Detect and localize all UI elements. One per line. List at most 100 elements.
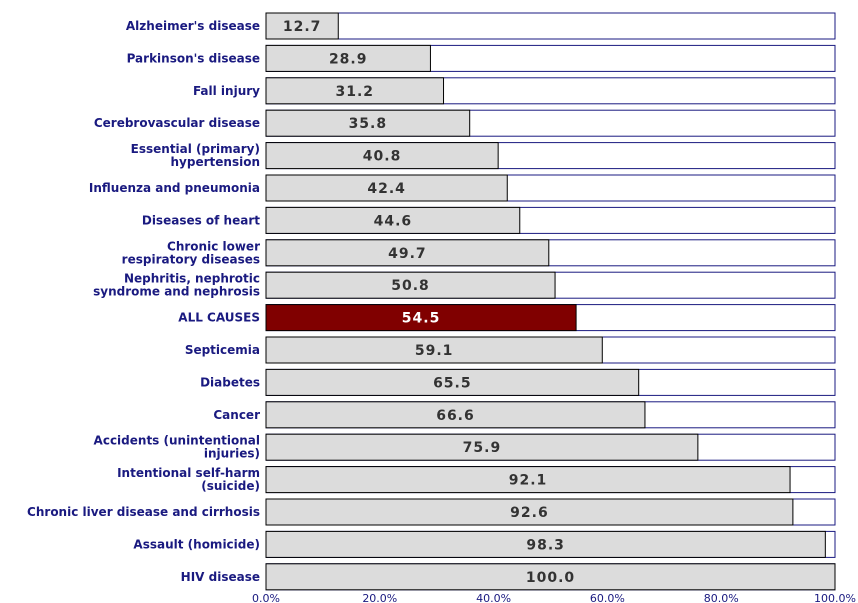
value-label: 50.8 [391, 278, 430, 294]
value-label: 28.9 [329, 51, 368, 67]
bar-row: 92.6 Chronic liver disease and cirrhosis [27, 498, 836, 526]
category-label-line: injuries) [204, 447, 260, 461]
bar [265, 142, 499, 170]
bar-row: 65.5 Diabetes [200, 368, 836, 396]
x-tick-label: 80.0% [704, 592, 739, 603]
category-label-line: respiratory diseases [122, 252, 260, 266]
category-label: Diseases of heart [142, 213, 260, 227]
value-label: 42.4 [367, 181, 406, 197]
bar-row: 44.6 Diseases of heart [142, 206, 836, 234]
bar [265, 12, 339, 40]
category-label-line: Nephritis, nephrotic [124, 272, 260, 286]
bar-row: 98.3 Assault (homicide) [133, 530, 836, 558]
bar [265, 44, 431, 72]
category-label: Alzheimer's disease [126, 19, 260, 33]
x-tick-label: 0.0% [252, 592, 280, 603]
category-label-line: Cancer [213, 408, 260, 422]
category-label-line: Parkinson's disease [127, 51, 260, 65]
category-label: HIV disease [181, 570, 260, 584]
value-label: 31.2 [335, 84, 374, 100]
bar-row: 92.1 Intentional self-harm (suicide) [117, 466, 836, 494]
bar-row: 66.6 Cancer [213, 401, 836, 429]
category-label-line: Septicemia [185, 343, 260, 357]
value-label: 12.7 [283, 19, 322, 35]
category-label-line: ALL CAUSES [178, 311, 260, 325]
category-label-line: HIV disease [181, 570, 260, 584]
x-tick-label: 100.0% [814, 592, 856, 603]
category-label: Diabetes [200, 375, 260, 389]
bar-row: 75.9 Accidents (unintentional injuries) [94, 433, 836, 461]
category-label: Cerebrovascular disease [94, 116, 260, 130]
category-label: Septicemia [185, 343, 260, 357]
value-label: 40.8 [363, 149, 402, 165]
category-label-line: Chronic lower [167, 239, 260, 253]
category-label-line: Accidents (unintentional [94, 434, 260, 448]
category-label-line: Cerebrovascular disease [94, 116, 260, 130]
bar-row: 100.0 HIV disease [181, 563, 836, 591]
x-tick-label: 20.0% [362, 592, 397, 603]
x-tick-label: 60.0% [590, 592, 625, 603]
category-label: Cancer [213, 408, 260, 422]
category-label-line: hypertension [171, 155, 260, 169]
category-label-line: Influenza and pneumonia [89, 181, 260, 195]
category-label: Nephritis, nephrotic syndrome and nephros… [93, 272, 260, 299]
bar-row: 59.1 Septicemia [185, 336, 836, 364]
value-label: 49.7 [388, 246, 427, 262]
bar-row: 49.7 Chronic lower respiratory diseases [122, 239, 836, 267]
bar-track [265, 12, 836, 40]
value-label: 66.6 [436, 408, 475, 424]
category-label-line: Assault (homicide) [133, 537, 260, 551]
category-label-line: Intentional self-harm [117, 466, 260, 480]
category-label-line: (suicide) [201, 479, 260, 493]
category-label: Assault (homicide) [133, 537, 260, 551]
category-label: Intentional self-harm (suicide) [117, 466, 260, 493]
bar-row: 35.8 Cerebrovascular disease [94, 109, 836, 137]
bar [265, 109, 471, 137]
bar-row: 31.2 Fall injury [193, 77, 836, 105]
category-label: ALL CAUSES [178, 311, 260, 325]
bar [265, 433, 699, 461]
bar [265, 466, 791, 494]
value-label: 44.6 [374, 213, 413, 229]
bar-highlight [265, 304, 577, 332]
category-label: Essential (primary) hypertension [131, 142, 260, 169]
bar [265, 239, 550, 267]
bar [265, 77, 445, 105]
category-label-line: syndrome and nephrosis [93, 285, 260, 299]
category-label-line: Fall injury [193, 84, 260, 98]
category-label: Influenza and pneumonia [89, 181, 260, 195]
category-label: Accidents (unintentional injuries) [94, 434, 260, 461]
bar [265, 206, 521, 234]
bar-row: 42.4 Influenza and pneumonia [89, 174, 836, 202]
value-label: 98.3 [526, 537, 565, 553]
bar [265, 530, 826, 558]
value-label: 100.0 [526, 570, 575, 586]
bar [265, 174, 508, 202]
value-label: 59.1 [415, 343, 454, 359]
bar [265, 563, 836, 591]
category-label: Fall injury [193, 84, 260, 98]
bar-row: 50.8 Nephritis, nephrotic syndrome and nep… [93, 271, 836, 299]
value-label: 54.5 [402, 311, 441, 327]
value-label: 92.6 [510, 505, 549, 521]
bar-row: 54.5 ALL CAUSES [178, 304, 836, 332]
category-label: Chronic lower respiratory diseases [122, 239, 260, 266]
category-label-line: Diseases of heart [142, 213, 260, 227]
bar [265, 271, 556, 299]
category-label-line: Essential (primary) [131, 142, 260, 156]
x-tick-label: 40.0% [476, 592, 511, 603]
bar-rows: 12.7 Alzheimer's disease 28.9 Parkinson's d… [27, 12, 836, 591]
category-label-line: Chronic liver disease and cirrhosis [27, 505, 260, 519]
bar-row: 28.9 Parkinson's disease [127, 44, 836, 72]
value-label: 35.8 [349, 116, 388, 132]
x-axis-ticks: 0.0% 20.0% 40.0% 60.0% 80.0% 100.0% [252, 592, 856, 603]
category-label: Parkinson's disease [127, 51, 260, 65]
bar [265, 368, 640, 396]
category-label-line: Alzheimer's disease [126, 19, 260, 33]
value-label: 65.5 [433, 375, 472, 391]
category-label-line: Diabetes [200, 375, 260, 389]
category-label: Chronic liver disease and cirrhosis [27, 505, 260, 519]
value-label: 92.1 [509, 473, 548, 489]
value-label: 75.9 [463, 440, 502, 456]
